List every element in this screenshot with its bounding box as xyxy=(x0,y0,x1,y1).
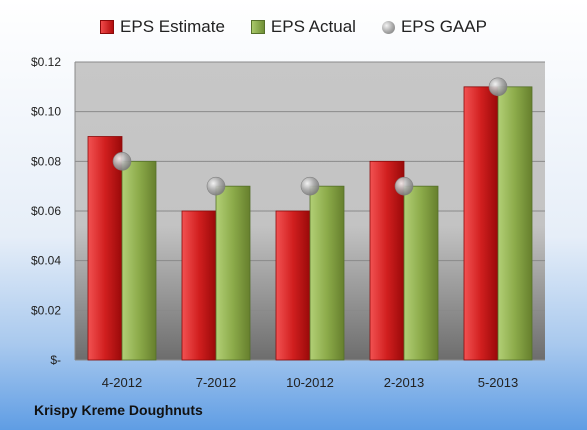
y-tick-label: $0.10 xyxy=(31,105,61,119)
marker-eps-gaap xyxy=(112,152,132,171)
marker-eps-gaap xyxy=(394,176,414,196)
bar-eps-actual xyxy=(215,185,251,361)
y-tick-label: $0.02 xyxy=(31,303,61,317)
bar-eps-actual xyxy=(497,86,533,361)
y-tick-label: $- xyxy=(50,353,61,367)
bar-eps-actual xyxy=(403,185,439,361)
marker-eps-gaap xyxy=(300,176,320,196)
bar-eps-actual xyxy=(309,185,345,361)
x-tick-label: 7-2012 xyxy=(196,375,236,390)
y-tick-label: $0.06 xyxy=(31,204,61,218)
x-tick-label: 10-2012 xyxy=(286,375,334,390)
bar-eps-actual xyxy=(121,160,157,361)
y-tick-label: $0.08 xyxy=(31,154,61,168)
bar-eps-estimate xyxy=(181,210,217,361)
legend-item-estimate: EPS Estimate xyxy=(100,17,225,37)
bar-eps-estimate xyxy=(463,86,499,361)
y-tick-label: $0.12 xyxy=(31,55,61,69)
legend-label-actual: EPS Actual xyxy=(270,17,356,36)
legend-label-gaap: EPS GAAP xyxy=(400,17,487,36)
legend: EPS Estimate EPS Actual EPS GAAP xyxy=(0,17,587,37)
bar-eps-estimate xyxy=(275,210,311,361)
marker-eps-gaap xyxy=(206,176,226,196)
x-tick-label: 5-2013 xyxy=(478,375,518,390)
legend-label-estimate: EPS Estimate xyxy=(120,17,225,36)
gaap-markers xyxy=(112,77,508,196)
marker-eps-gaap xyxy=(488,77,508,97)
legend-item-actual: EPS Actual xyxy=(250,17,356,37)
y-axis: $- $0.02 $0.04 $0.06 $0.08 $0.10 $0.12 xyxy=(31,55,61,367)
x-tick-label: 2-2013 xyxy=(384,375,424,390)
legend-swatch-actual xyxy=(250,20,265,34)
bars xyxy=(87,86,533,361)
x-tick-label: 4-2012 xyxy=(102,375,142,390)
y-tick-label: $0.04 xyxy=(31,254,61,268)
legend-item-gaap: EPS GAAP xyxy=(381,17,487,37)
bar-eps-estimate xyxy=(369,160,405,361)
x-axis: 4-2012 7-2012 10-2012 2-2013 5-2013 xyxy=(102,375,518,390)
company-name: Krispy Kreme Doughnuts xyxy=(34,402,203,418)
legend-swatch-gaap xyxy=(381,20,395,34)
legend-swatch-estimate xyxy=(100,20,115,34)
bar-eps-estimate xyxy=(87,136,123,361)
